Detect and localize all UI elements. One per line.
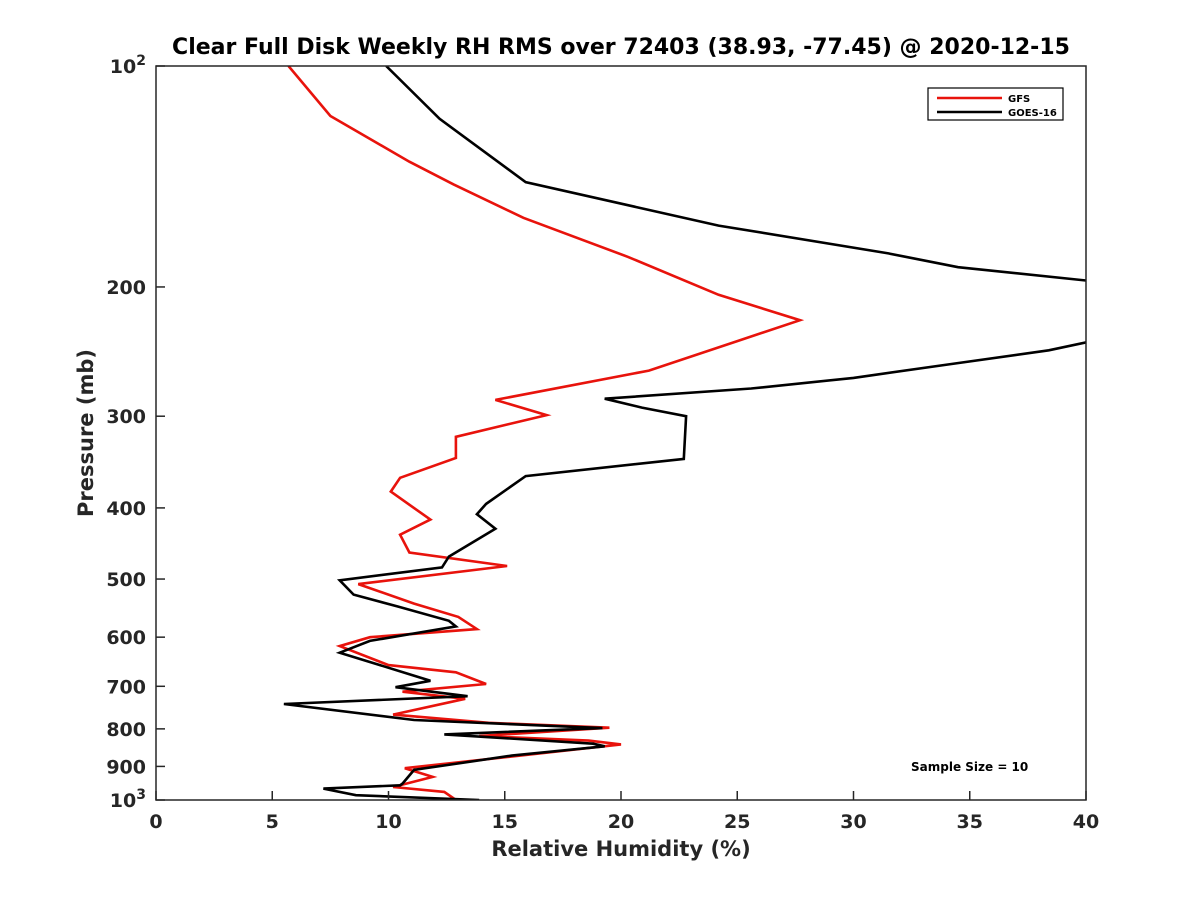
legend-box (927, 87, 1064, 121)
x-tick-label: 10 (375, 811, 401, 833)
y-tick-label: 400 (106, 498, 146, 520)
y-tick-exponent: 3 (136, 787, 146, 803)
x-tick-label: 20 (608, 811, 634, 833)
y-tick-exponent: 2 (136, 53, 146, 69)
sample-size-annotation: Sample Size = 10 (911, 760, 1028, 774)
x-tick-label: 35 (957, 811, 983, 833)
y-tick-base: 400 (106, 498, 146, 520)
y-tick-label: 500 (106, 569, 146, 591)
y-tick-label: 800 (106, 719, 146, 741)
y-tick-base: 500 (106, 569, 146, 591)
x-axis: 0 5 10 15 20 25 30 35 40 (149, 791, 1099, 833)
y-tick-label: 200 (106, 277, 146, 299)
y-tick-base: 700 (106, 676, 146, 698)
x-axis-label: Relative Humidity (%) (491, 837, 750, 861)
legend-label: GOES-16 (1008, 108, 1057, 119)
series-layer (283, 66, 1086, 800)
y-tick-base: 600 (106, 627, 146, 649)
y-axis-label: Pressure (mb) (74, 349, 98, 517)
chart-title: Clear Full Disk Weekly RH RMS over 72403… (172, 35, 1070, 60)
x-tick-label: 40 (1073, 811, 1099, 833)
series-line-goes-16 (283, 66, 1086, 800)
x-tick-label: 15 (492, 811, 518, 833)
x-tick-label: 25 (724, 811, 750, 833)
legend: GFS GOES-16 (927, 87, 1064, 121)
plot-area-border (155, 65, 1087, 801)
y-tick-base: 800 (106, 719, 146, 741)
y-tick-base: 10 (110, 56, 136, 78)
y-tick-label: 300 (106, 406, 146, 428)
legend-label: GFS (1008, 94, 1030, 105)
y-tick-label: 600 (106, 627, 146, 649)
y-tick-label: 102 (110, 53, 146, 78)
y-tick-base: 300 (106, 406, 146, 428)
y-tick-label: 103 (110, 787, 146, 812)
y-tick-label: 700 (106, 676, 146, 698)
y-tick-base: 10 (110, 790, 136, 812)
y-tick-label: 900 (106, 756, 146, 778)
series-line-gfs (287, 66, 805, 800)
x-tick-label: 0 (149, 811, 162, 833)
y-tick-base: 200 (106, 277, 146, 299)
y-tick-base: 900 (106, 756, 146, 778)
x-tick-label: 5 (266, 811, 279, 833)
x-tick-label: 30 (840, 811, 866, 833)
